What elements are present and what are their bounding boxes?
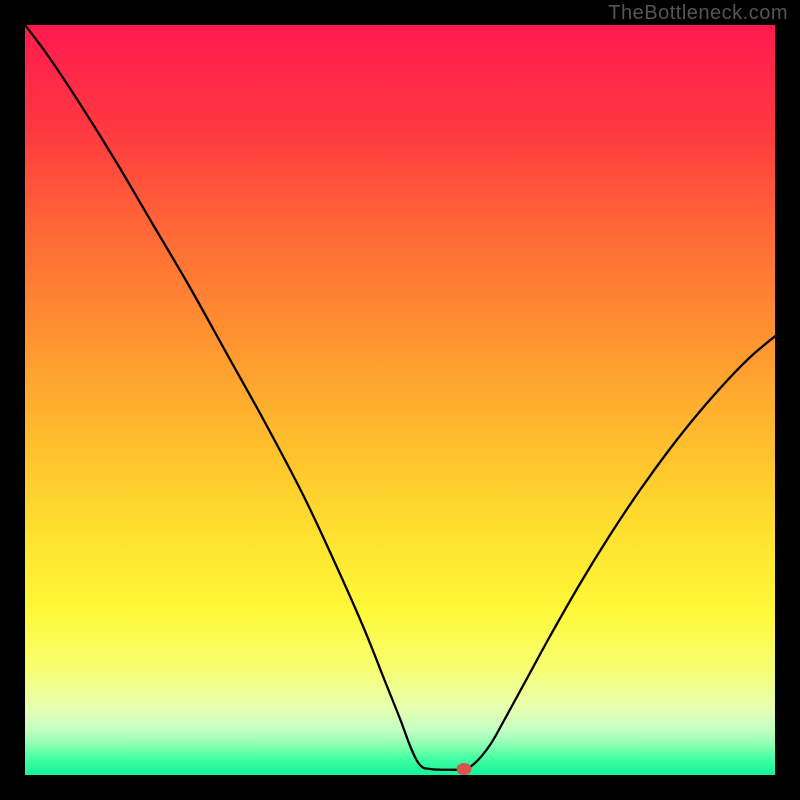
bottleneck-curve xyxy=(25,25,775,770)
chart-container: TheBottleneck.com xyxy=(0,0,800,800)
optimal-point-marker xyxy=(456,763,471,775)
watermark-text: TheBottleneck.com xyxy=(608,2,788,25)
plot-area xyxy=(25,25,775,775)
curve-layer xyxy=(25,25,775,775)
